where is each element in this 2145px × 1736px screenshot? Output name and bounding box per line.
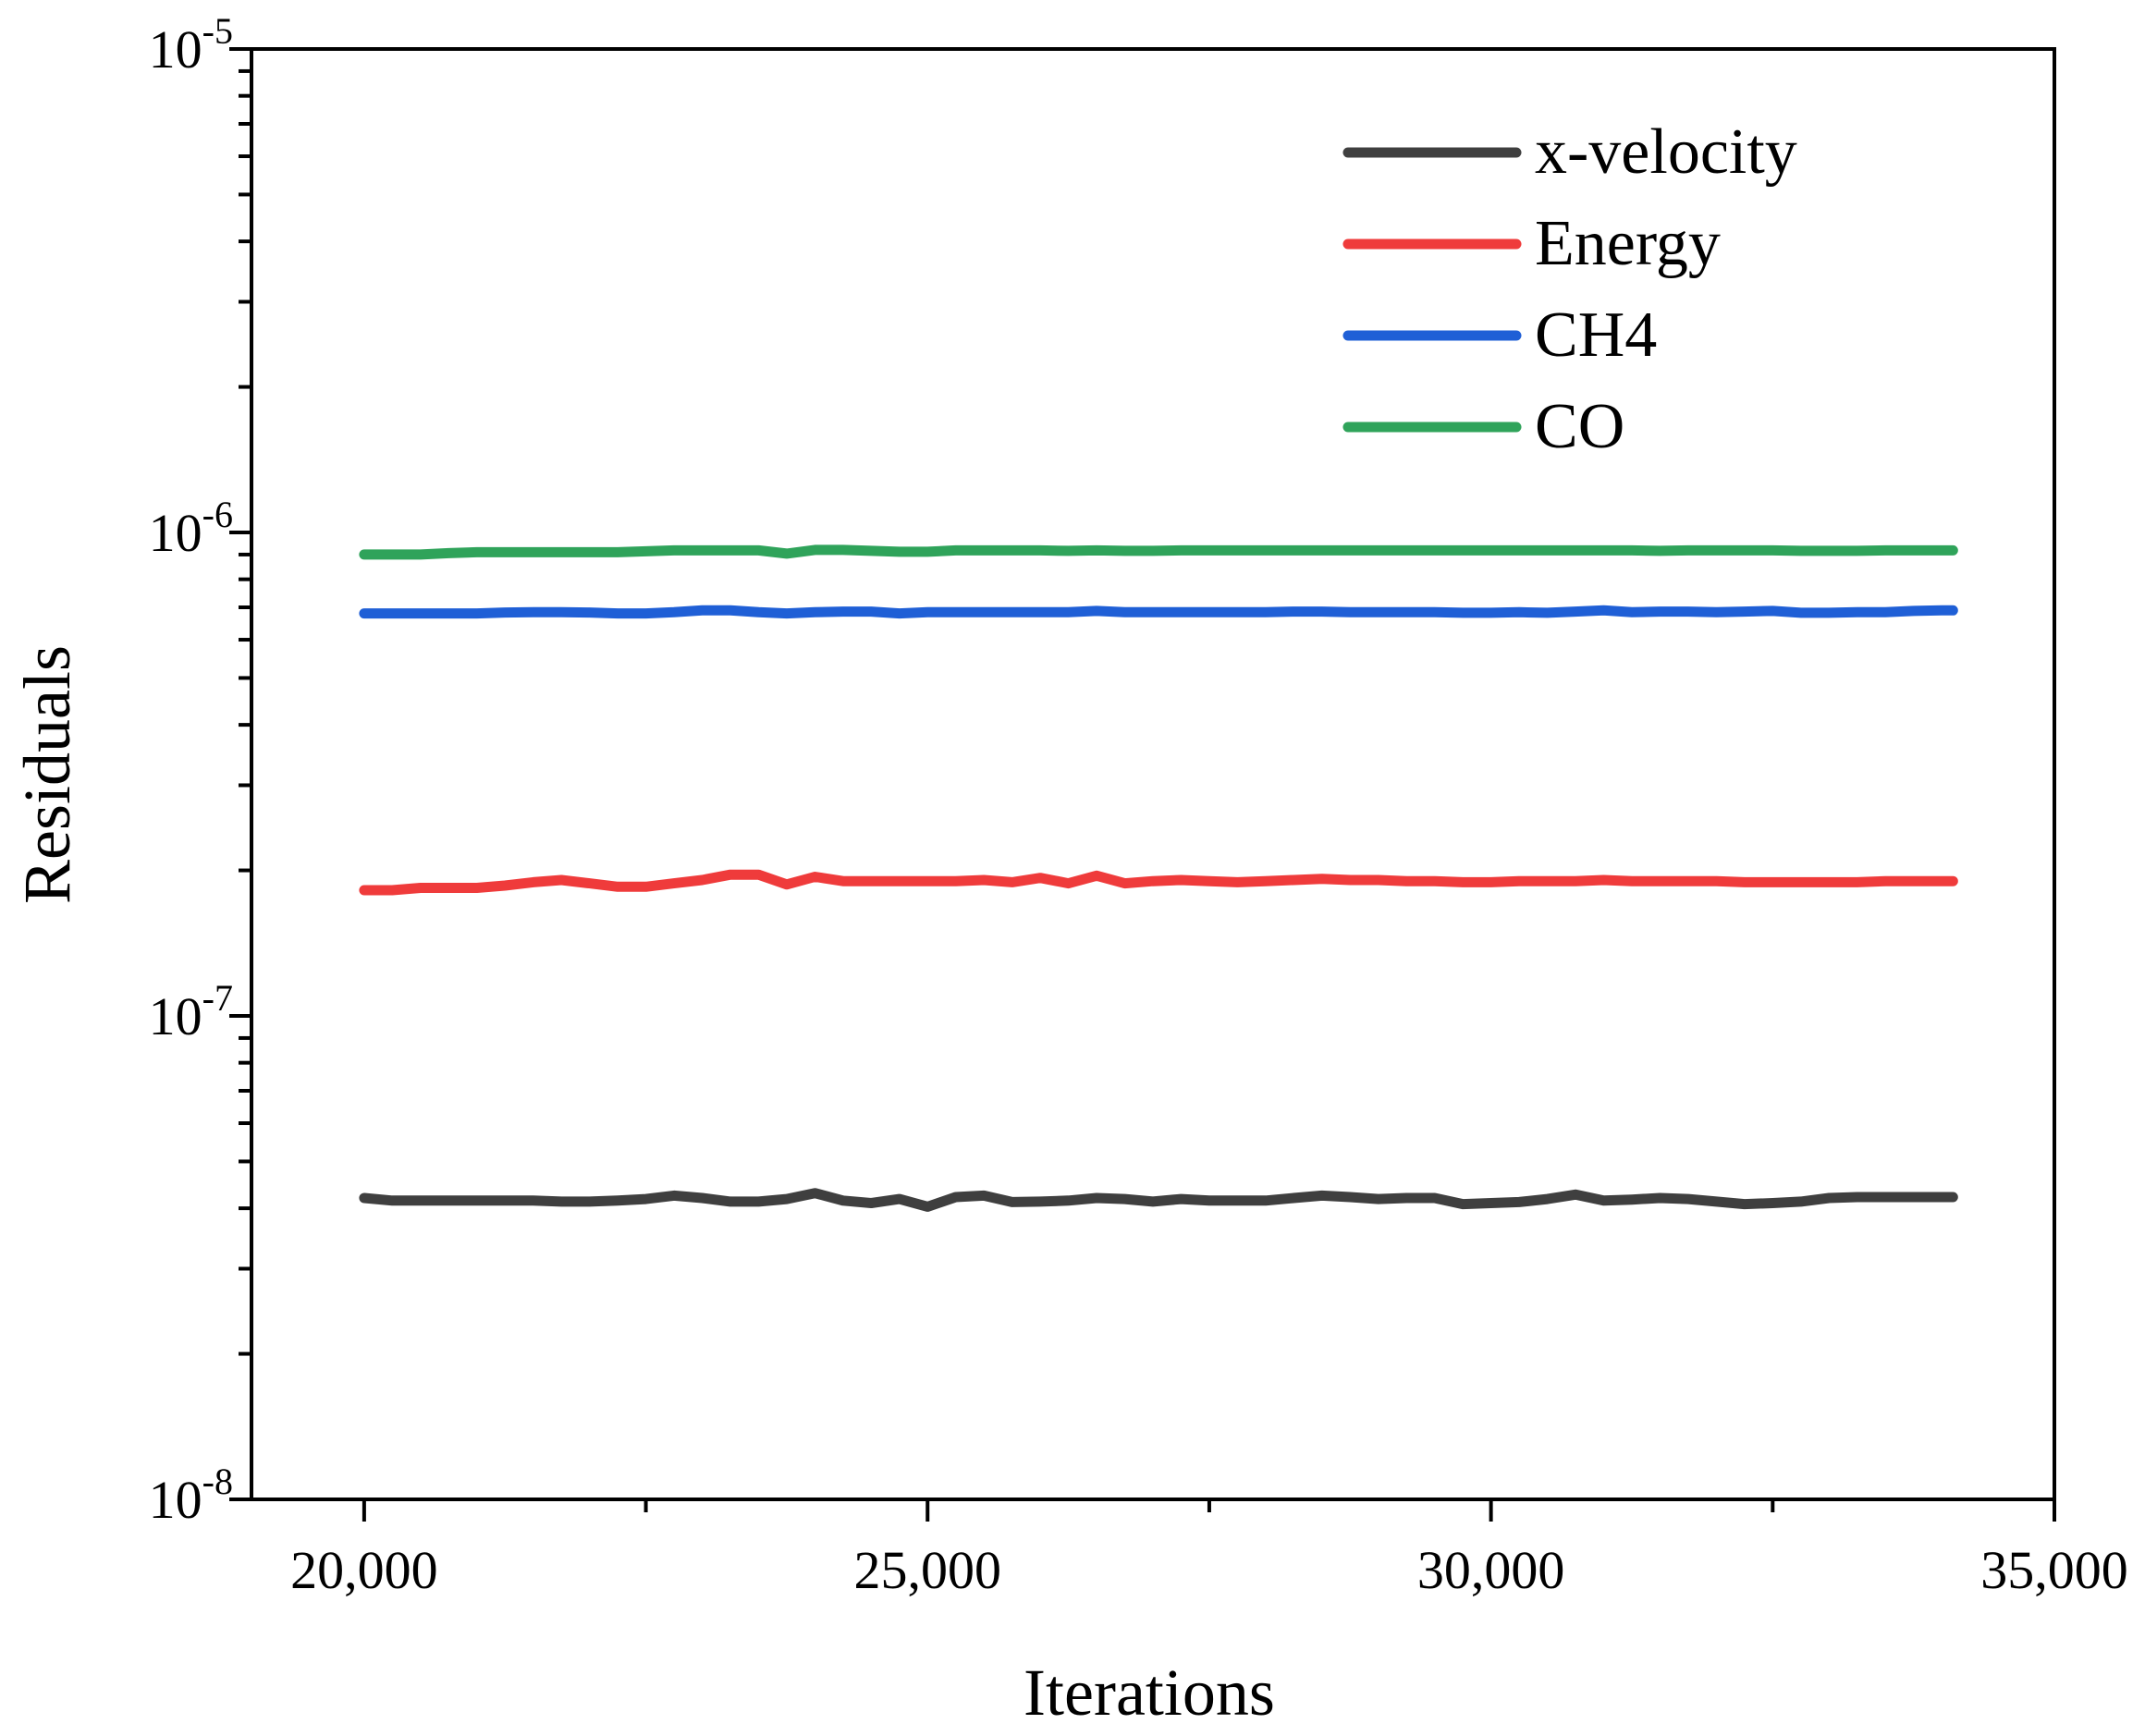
legend-label: x-velocity (1535, 116, 1797, 188)
x-tick-label: 30,000 (1417, 1540, 1565, 1600)
legend-label: Energy (1535, 208, 1721, 279)
y-tick-label: 10-5 (149, 10, 233, 79)
y-axis-title: Residuals (10, 645, 84, 904)
series-line-co (359, 544, 1958, 560)
series-line-energy (359, 869, 1958, 896)
legend-label: CH4 (1535, 300, 1657, 371)
x-tick-label: 20,000 (290, 1540, 438, 1600)
series-line-ch4 (359, 605, 1958, 619)
y-tick-label: 10-6 (149, 494, 233, 563)
x-axis-title: Iterations (1023, 1656, 1275, 1730)
legend-label: CO (1535, 391, 1624, 462)
legend: x-velocity Energy CH4 CO (1342, 116, 1797, 462)
y-tick-label: 10-7 (149, 977, 233, 1046)
x-tick-label: 25,000 (854, 1540, 1002, 1600)
y-tick-label: 10-8 (149, 1461, 233, 1530)
plot-frame (250, 47, 2056, 1501)
series-line-x-velocity (359, 1188, 1958, 1212)
x-tick-label: 35,000 (1980, 1540, 2128, 1600)
